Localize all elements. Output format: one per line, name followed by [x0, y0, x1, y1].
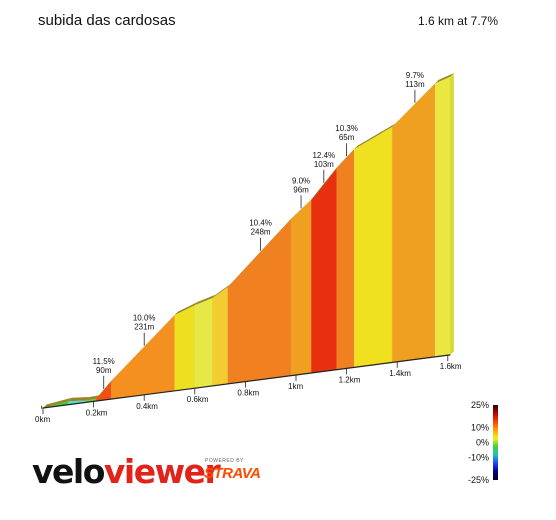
annotation-grade: 10.4%: [249, 219, 272, 228]
profile-segment-top: [435, 73, 454, 84]
x-tick-label: 1.6km: [440, 362, 462, 371]
x-tick-label: 0.2km: [86, 408, 108, 417]
annotation-length: 96m: [293, 185, 309, 194]
color-scale-label: -10%: [468, 453, 489, 463]
x-tick-label: 0.6km: [187, 395, 209, 404]
powered-by-label: POWERED BY: [205, 458, 244, 464]
annotation-length: 231m: [134, 323, 154, 332]
veloviewer-logo: veloviewer POWERED BY STRAVA: [32, 452, 272, 492]
annotation-grade: 10.0%: [133, 314, 156, 323]
annotation-length: 113m: [405, 80, 425, 89]
x-tick-label: 0.8km: [237, 389, 259, 398]
profile-segment-top: [68, 397, 90, 402]
profile-segment: [354, 126, 393, 368]
profile-segment-top: [311, 164, 340, 200]
annotation-length: 90m: [96, 366, 112, 375]
profile-segment: [212, 287, 228, 386]
annotation-grade: 11.5%: [93, 357, 115, 366]
profile-segment-top: [43, 397, 72, 408]
x-tick-label: 0.4km: [136, 402, 158, 411]
profile-segment: [311, 168, 337, 374]
profile-segment: [290, 199, 312, 376]
annotation-length: 103m: [314, 160, 334, 169]
profile-baseline: [42, 354, 451, 409]
annotation-grade: 9.7%: [406, 71, 424, 80]
strava-logo: STRAVA: [204, 465, 261, 482]
profile-segment: [435, 76, 451, 357]
profile-segment-top: [194, 294, 217, 306]
annotation-grade: 12.4%: [312, 151, 335, 160]
color-scale-bar: [493, 405, 498, 480]
profile-segment: [174, 305, 195, 391]
annotation-grade: 9.0%: [292, 176, 310, 185]
annotation-grade: 10.3%: [335, 124, 358, 133]
profile-segment: [194, 298, 213, 389]
profile-start-cap: [41, 405, 43, 409]
color-scale-label: 10%: [471, 423, 489, 433]
logo-velo: veloviewer: [32, 452, 221, 491]
profile-segment-top: [336, 145, 358, 169]
profile-segment-top: [212, 283, 232, 299]
profile-end-cap: [450, 73, 454, 355]
chart-title: subida das cardosas: [38, 12, 176, 29]
color-scale-label: -25%: [468, 475, 489, 485]
x-tick-label: 0km: [35, 415, 50, 424]
profile-segment: [336, 149, 355, 370]
profile-segment-top: [111, 311, 179, 381]
profile-segment-top: [96, 377, 115, 399]
color-scale-label: 25%: [471, 400, 489, 410]
x-tick-label: 1km: [288, 382, 303, 391]
profile-segment-top: [354, 123, 396, 150]
profile-segment-top: [86, 395, 100, 401]
climb-summary: 1.6 km at 7.7%: [417, 14, 498, 28]
profile-segment: [392, 83, 436, 363]
profile-segment-top: [392, 79, 439, 127]
profile-segment-top: [174, 301, 199, 316]
profile-segment: [111, 315, 175, 400]
color-scale-label: 0%: [476, 438, 489, 448]
profile-segment-top: [290, 196, 315, 220]
x-tick-label: 1.2km: [339, 375, 361, 384]
profile-segment: [227, 219, 291, 384]
annotation-length: 65m: [339, 133, 355, 142]
annotation-length: 248m: [251, 228, 271, 237]
profile-segment-top: [227, 215, 295, 288]
x-tick-label: 1.4km: [389, 369, 411, 378]
